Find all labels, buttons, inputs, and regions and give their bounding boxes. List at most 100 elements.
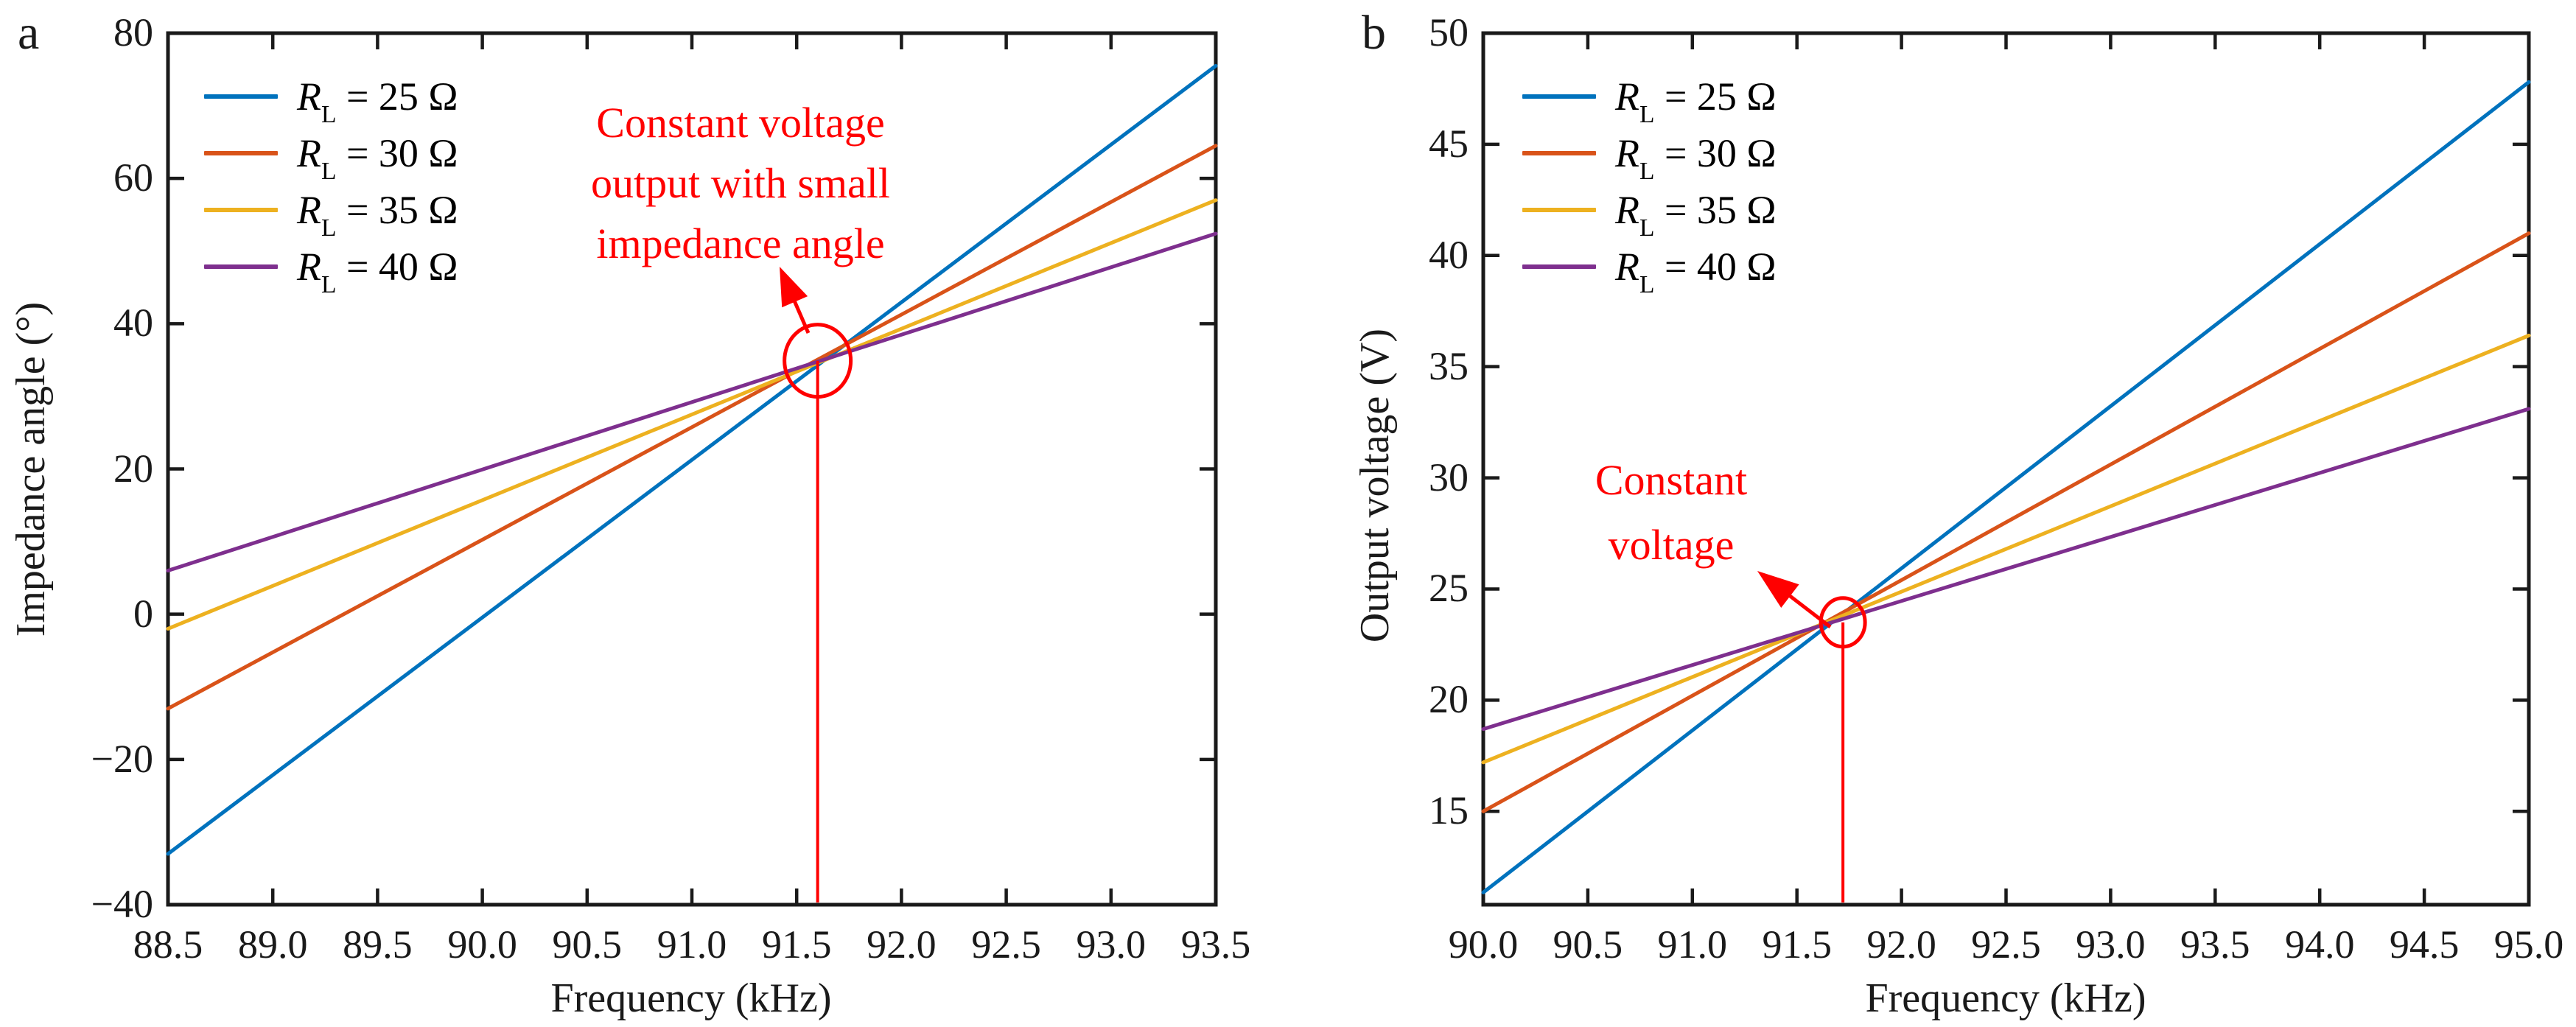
panel-b-x-tick-label: 93.5 [2180, 922, 2250, 967]
legend-item: RL = 40 Ω [1522, 238, 1777, 298]
panel-a-y-tick-label: 60 [113, 155, 153, 200]
panel-b-y-tick-label: 25 [1429, 566, 1469, 611]
panel-a-y-tick-label: 40 [113, 301, 153, 346]
legend-subscript: L [1639, 158, 1655, 186]
legend-item: RL = 35 Ω [1522, 181, 1777, 241]
panel-a-series-line [166, 198, 1218, 631]
legend-label: RL = 35 Ω [1615, 187, 1777, 241]
legend-item: RL = 25 Ω [204, 68, 458, 127]
legend-item: RL = 35 Ω [204, 181, 458, 241]
legend-symbol: R [1615, 244, 1639, 289]
panel-b-x-tick-label: 92.5 [1971, 922, 2041, 967]
legend-line-swatch [1522, 150, 1596, 155]
legend-symbol: R [297, 74, 321, 119]
panel-b-x-tick-label: 94.5 [2389, 922, 2460, 967]
annotation-line: output with small [591, 159, 890, 207]
legend-label: RL = 25 Ω [297, 74, 458, 127]
legend-symbol: R [297, 130, 321, 175]
panel-a-axis-ticks [166, 31, 1218, 907]
panel-b-y-tick-label: 50 [1429, 10, 1469, 55]
panel-a-y-tick-label: 20 [113, 446, 153, 491]
legend-symbol: R [1615, 74, 1639, 119]
legend-line-swatch [204, 264, 278, 269]
legend-subscript: L [321, 158, 337, 186]
panel-b-y-tick-label: 30 [1429, 455, 1469, 500]
panel-a-y-tick-label: 0 [133, 591, 153, 636]
panel-b-x-tick-label: 92.0 [1866, 922, 1936, 967]
legend-symbol: R [1615, 187, 1639, 232]
panel-a-y-tick-label: −40 [91, 882, 153, 926]
panel-b-series-line [1481, 80, 2531, 894]
panel-a-x-tick-label: 91.0 [657, 922, 727, 967]
panel-b-x-tick-label: 94.0 [2284, 922, 2355, 967]
panel-b-y-tick-label: 15 [1429, 788, 1469, 833]
panel-b-annotation-arrow-shaft [1785, 592, 1832, 628]
panel-a-y-tick-label: −20 [91, 736, 153, 781]
panel-b-x-tick-label: 91.0 [1657, 922, 1728, 967]
legend-line-swatch [1522, 94, 1596, 99]
legend-line-swatch [204, 94, 278, 99]
panel-b-x-tick-label: 95.0 [2493, 922, 2564, 967]
legend-symbol: R [1615, 130, 1639, 175]
panel-a-series-line [166, 231, 1218, 573]
panel-b-x-tick-label: 90.0 [1448, 922, 1519, 967]
annotation-line: Constant [1595, 456, 1748, 504]
annotation-line: impedance angle [596, 220, 885, 267]
panel-a-x-tick-label: 90.0 [447, 922, 517, 967]
legend-value: = 35 Ω [1654, 187, 1777, 232]
panel-b-y-axis-title: Output voltage (V) [1352, 328, 1398, 643]
legend-symbol: R [297, 244, 321, 289]
panel-b-axis-ticks [1481, 31, 2531, 905]
panel-a-legend: RL = 25 Ω RL = 30 Ω RL = 35 Ω RL = 40 Ω [204, 68, 458, 298]
legend-subscript: L [321, 101, 337, 129]
legend-subscript: L [321, 271, 337, 299]
legend-item: RL = 30 Ω [204, 125, 458, 184]
legend-value: = 40 Ω [336, 244, 458, 289]
panel-b-y-tick-label: 45 [1429, 121, 1469, 166]
panel-a-letter: a [18, 6, 40, 60]
legend-value: = 30 Ω [336, 130, 458, 175]
legend-label: RL = 40 Ω [1615, 244, 1777, 298]
panel-b-x-tick-label: 91.5 [1762, 922, 1832, 967]
panel-a-x-tick-label: 92.0 [867, 922, 937, 967]
legend-label: RL = 25 Ω [1615, 74, 1777, 127]
legend-value: = 35 Ω [336, 187, 458, 232]
legend-label: RL = 40 Ω [297, 244, 458, 298]
legend-symbol: R [297, 187, 321, 232]
panel-a-x-tick-label: 91.5 [761, 922, 832, 967]
panel-b-annotation-text: Constant voltage [1505, 448, 1837, 578]
legend-subscript: L [1639, 214, 1655, 242]
panel-b-letter: b [1362, 6, 1386, 60]
panel-a-x-tick-label: 90.5 [552, 922, 623, 967]
legend-label: RL = 30 Ω [1615, 130, 1777, 184]
legend-line-swatch [1522, 264, 1596, 269]
panel-a-x-tick-label: 89.0 [237, 922, 308, 967]
legend-line-swatch [204, 207, 278, 212]
panel-b-x-axis-title: Frequency (kHz) [1865, 975, 2146, 1021]
annotation-line: Constant voltage [596, 99, 885, 147]
legend-item: RL = 25 Ω [1522, 68, 1777, 127]
panel-a-y-tick-label: 80 [113, 10, 153, 55]
panel-a-series-line [166, 144, 1218, 711]
panel-b-x-tick-label: 90.5 [1553, 922, 1623, 967]
panel-a-y-axis-title: Impedance angle (°) [8, 301, 54, 637]
panel-b-y-tick-label: 20 [1429, 677, 1469, 722]
legend-line-swatch [1522, 207, 1596, 212]
legend-item: RL = 40 Ω [204, 238, 458, 298]
legend-value: = 25 Ω [336, 74, 458, 119]
panel-a-series-line [166, 63, 1218, 856]
panel-a-annotation-arrow-shaft [791, 297, 811, 334]
legend-item: RL = 30 Ω [1522, 125, 1777, 184]
legend-subscript: L [1639, 101, 1655, 129]
panel-a-x-tick-label: 88.5 [133, 922, 203, 967]
panel-a-x-axis-title: Frequency (kHz) [550, 975, 832, 1021]
legend-value: = 40 Ω [1654, 244, 1777, 289]
legend-subscript: L [1639, 271, 1655, 299]
panel-b-y-tick-label: 35 [1429, 343, 1469, 388]
legend-value: = 25 Ω [1654, 74, 1777, 119]
panel-a-annotation-arrowhead [780, 267, 808, 308]
legend-label: RL = 30 Ω [297, 130, 458, 184]
panel-a-x-tick-label: 89.5 [343, 922, 413, 967]
